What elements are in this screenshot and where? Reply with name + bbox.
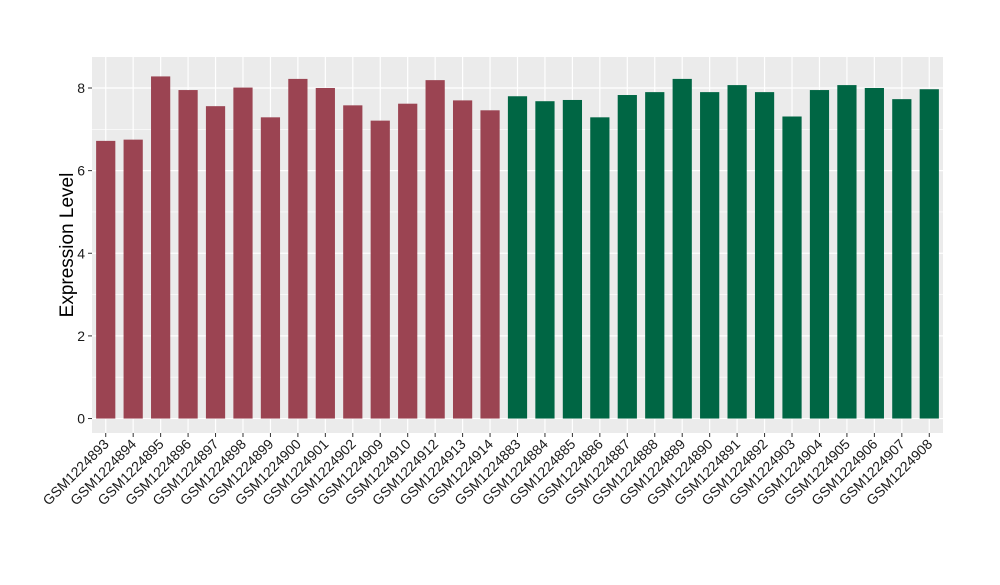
bars [96,76,939,419]
bar-GSM1224912 [425,80,445,419]
bar-GSM1224892 [754,92,775,419]
bar-GSM1224896 [178,90,198,419]
bar-GSM1224905 [837,85,857,419]
bar-GSM1224885 [562,99,583,419]
y-tick-label: 2 [77,328,85,344]
bar-GSM1224908 [919,89,939,419]
y-tick-label: 0 [77,411,85,427]
bar-GSM1224903 [782,116,802,419]
bar-GSM1224884 [535,101,555,419]
bar-GSM1224883 [507,96,528,419]
bar-GSM1224913 [452,100,473,419]
y-axis-title: Expression Level [57,173,78,318]
y-tick-label: 4 [77,245,85,261]
bar-GSM1224887 [617,95,637,419]
y-tick-label: 8 [77,80,85,96]
bar-GSM1224902 [343,105,363,419]
x-axis-ticks: GSM1224893GSM1224894GSM1224895GSM1224896… [39,433,936,508]
bar-GSM1224904 [809,90,830,419]
bar-GSM1224910 [398,103,418,419]
bar-GSM1224894 [123,139,143,419]
bar-GSM1224890 [700,92,720,419]
bar-GSM1224889 [672,78,692,419]
bar-GSM1224893 [96,140,116,419]
bar-GSM1224907 [892,99,912,419]
bar-GSM1224901 [315,87,335,419]
y-axis-ticks: 0 2 4 6 8 [77,80,92,427]
bar-GSM1224906 [864,87,884,419]
bar-GSM1224914 [480,110,500,419]
bar-GSM1224895 [151,76,171,419]
y-tick-label: 6 [77,163,85,179]
bar-GSM1224898 [233,87,253,419]
bar-GSM1224899 [260,117,281,419]
bar-GSM1224888 [645,92,665,419]
bar-GSM1224886 [590,117,610,419]
bar-GSM1224909 [370,120,390,419]
bar-GSM1224900 [288,78,308,419]
bar-GSM1224891 [727,85,747,419]
bar-GSM1224897 [205,106,226,419]
